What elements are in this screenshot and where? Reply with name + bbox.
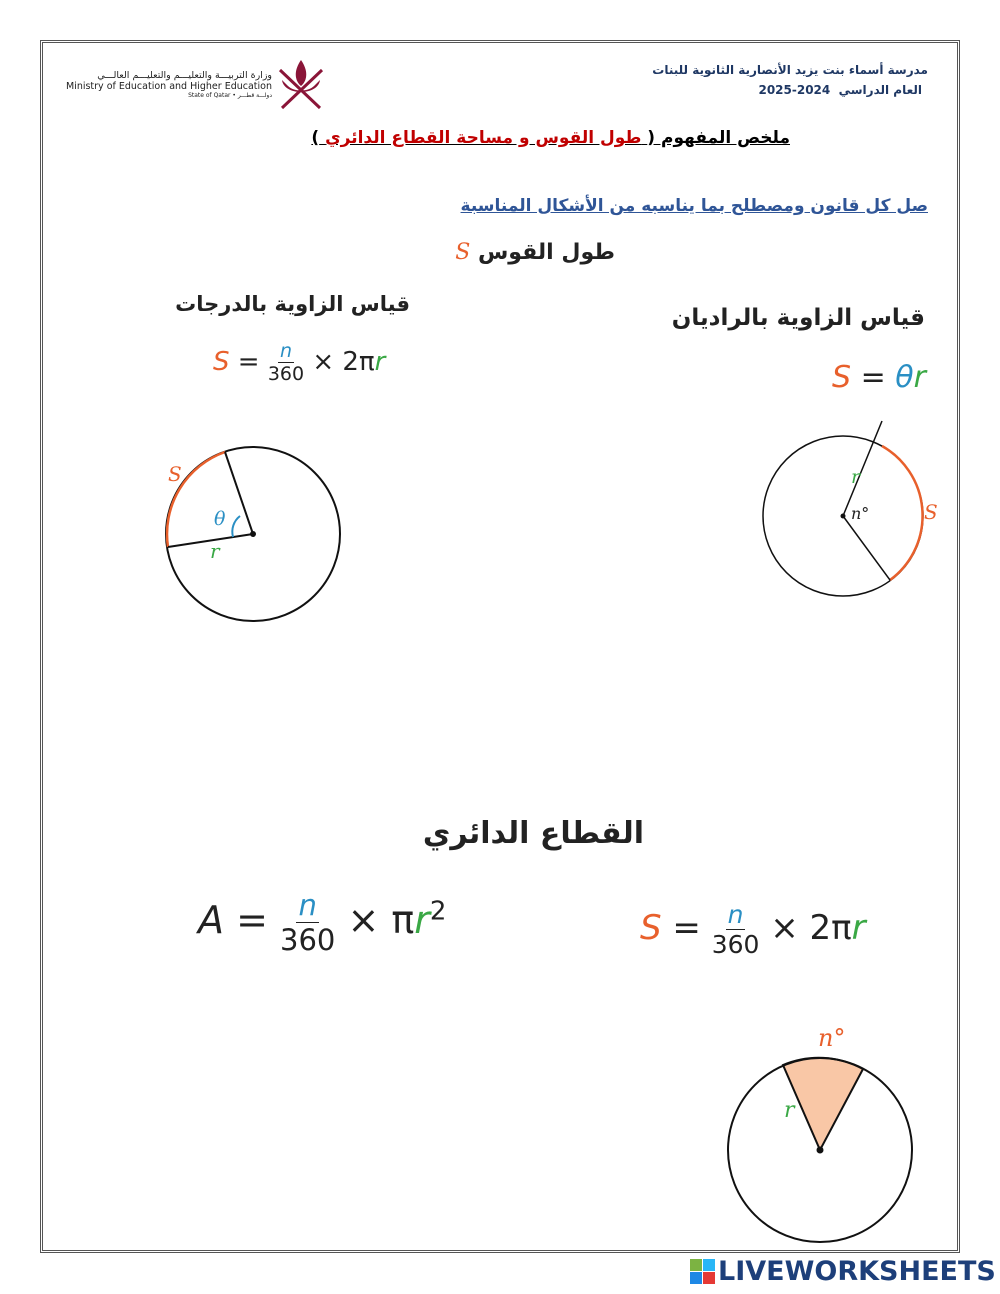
ministry-block: وزارة التربيـــة والتعليـــم والتعليـــم… bbox=[62, 70, 272, 99]
f-theta: θ bbox=[895, 360, 914, 395]
f-rest: × 2π bbox=[770, 908, 852, 948]
ministry-arabic: وزارة التربيـــة والتعليـــم والتعليـــم… bbox=[97, 70, 272, 81]
f-den: 360 bbox=[280, 923, 336, 957]
instruction: صل كل قانون ومصطلح بما يناسبه من الأشكال… bbox=[460, 196, 928, 216]
f-r: r bbox=[374, 347, 386, 377]
arc-length-term: طول القوس S bbox=[455, 240, 615, 265]
page-frame bbox=[40, 40, 960, 1253]
page-title: ملخص المفهوم ( طول القوس و مساحة القطاع … bbox=[0, 128, 790, 148]
f-rest: × 2π bbox=[312, 347, 375, 377]
year: 2025-2024 bbox=[758, 83, 831, 97]
circle2-r-label: r bbox=[851, 466, 861, 488]
f-rest: × π bbox=[347, 898, 415, 942]
f-exp: 2 bbox=[429, 896, 447, 927]
circle3-n-label: n° bbox=[818, 1024, 846, 1052]
arc-symbol: S bbox=[455, 240, 471, 265]
f-r: r bbox=[913, 360, 926, 395]
circle1-r-label: r bbox=[210, 539, 220, 563]
radians-formula: S = θr bbox=[832, 360, 926, 395]
school-header: مدرسة أسماء بنت يزيد الأنصارية الثانوية … bbox=[652, 60, 928, 100]
f-lhs: S bbox=[640, 908, 662, 948]
state: State of Qatar • دولـــة قطـــر bbox=[188, 92, 272, 99]
circle1-theta-label: θ bbox=[214, 508, 226, 530]
f-num: n bbox=[277, 340, 294, 363]
f-lhs: A bbox=[198, 898, 224, 942]
title-prefix: ملخص المفهوم ( bbox=[647, 128, 790, 148]
arc-formula-2: S = n 360 × 2πr bbox=[640, 900, 866, 959]
f-lhs: S bbox=[213, 347, 230, 377]
circle3-r-label: r bbox=[784, 1098, 795, 1123]
f-lhs: S bbox=[832, 360, 852, 395]
f-r: r bbox=[414, 898, 430, 942]
title-suffix: ) bbox=[311, 128, 320, 148]
live-logo-icon bbox=[690, 1259, 715, 1284]
qatar-emblem-logo bbox=[278, 60, 324, 110]
year-label: العام الدراسي bbox=[838, 83, 922, 97]
liveworksheets-logo: LIVEWORKSHEETS bbox=[690, 1256, 996, 1287]
radians-label: قياس الزاوية بالراديان bbox=[671, 305, 925, 331]
arc-length-label: طول القوس bbox=[477, 240, 615, 265]
degrees-label: قياس الزاوية بالدرجات bbox=[175, 292, 410, 316]
degrees-formula: S = n 360 × 2πr bbox=[213, 340, 386, 385]
school-name: مدرسة أسماء بنت يزيد الأنصارية الثانوية … bbox=[652, 63, 928, 77]
f-den: 360 bbox=[711, 930, 760, 959]
circle2-n-label: n° bbox=[851, 504, 870, 523]
ministry-english: Ministry of Education and Higher Educati… bbox=[65, 81, 272, 92]
f-num: n bbox=[725, 900, 746, 930]
f-num: n bbox=[296, 888, 319, 923]
sector-label: القطاع الدائري bbox=[422, 816, 644, 851]
f-r: r bbox=[851, 908, 866, 948]
brand-text: LIVEWORKSHEETS bbox=[718, 1256, 996, 1287]
title-highlight: طول القوس و مساحة القطاع الدائري bbox=[325, 128, 642, 148]
circle2-s-label: S bbox=[924, 500, 938, 524]
f-den: 360 bbox=[267, 363, 305, 385]
area-formula: A = n 360 × πr2 bbox=[198, 888, 447, 957]
f-eq: = bbox=[860, 360, 886, 395]
circle1-s-label: S bbox=[168, 462, 182, 486]
